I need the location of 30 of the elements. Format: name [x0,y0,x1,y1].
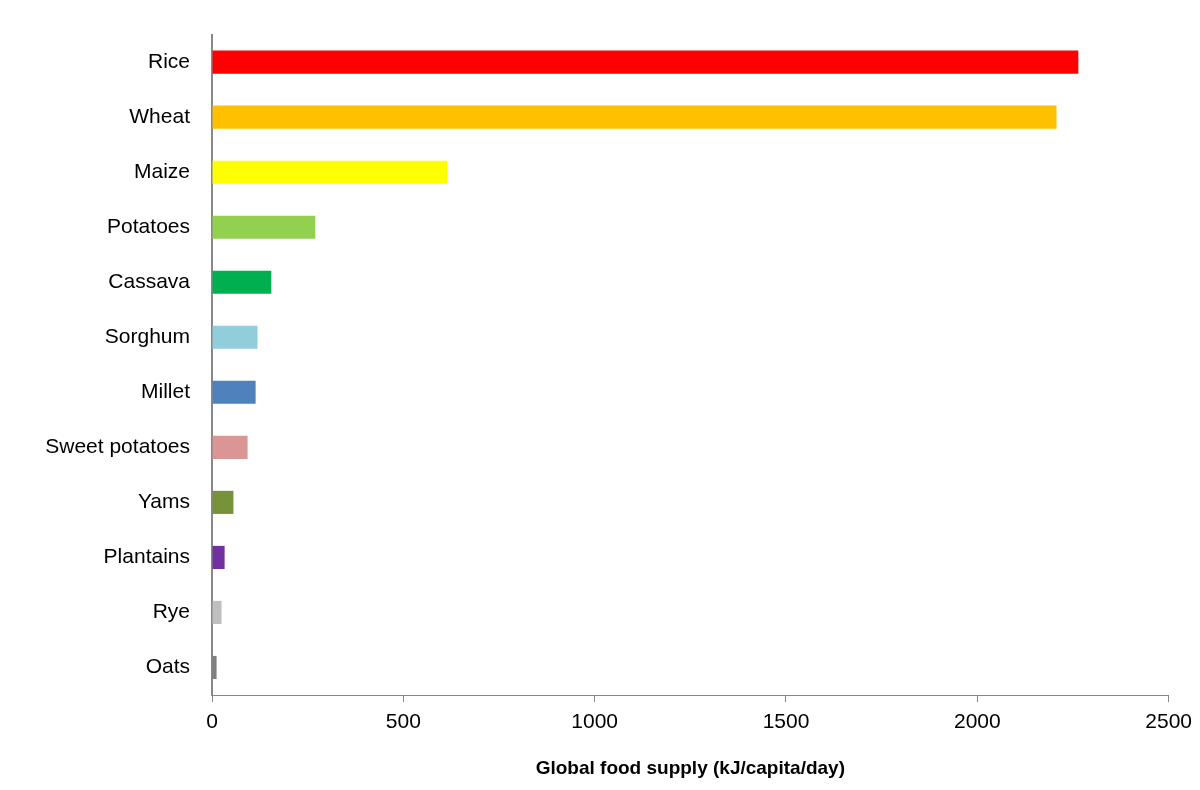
y-tick-label: Wheat [129,103,191,127]
bar [212,160,448,184]
x-tick-label: 2000 [953,709,1001,733]
y-tick-label: Maize [133,158,190,182]
bar [212,490,234,514]
x-tick-label: 1000 [571,709,619,733]
bar [212,325,258,349]
bar [212,215,316,239]
bar [212,380,256,404]
y-tick-label: Plantains [103,544,190,568]
bar [212,270,272,294]
y-tick-label: Millet [140,379,191,403]
y-tick-label: Sweet potatoes [45,434,190,458]
x-tick-label: 0 [206,709,218,733]
bar [212,545,225,569]
x-tick-label: 500 [385,709,421,733]
y-tick-label: Yams [137,489,190,513]
y-tick-label: Oats [145,654,190,678]
y-tick-label: Rye [152,599,190,623]
y-tick-label: Sorghum [104,324,190,348]
x-tick-label: 2500 [1145,709,1192,733]
y-tick-label: Rice [147,48,190,72]
y-tick-label: Cassava [108,269,191,293]
y-tick-label: Potatoes [107,214,190,238]
bar [212,50,1079,74]
bar [212,105,1057,129]
x-axis-title: Global food supply (kJ/capita/day) [535,756,845,778]
bar [212,600,222,625]
bar [212,435,248,459]
x-tick-label: 1500 [762,709,810,733]
